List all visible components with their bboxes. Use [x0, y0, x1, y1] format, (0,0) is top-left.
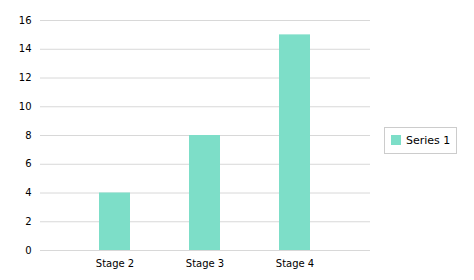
- svg-text:Stage 3: Stage 3: [186, 258, 224, 269]
- svg-text:6: 6: [25, 158, 31, 169]
- html-text:Series 1: Series 1: [406, 133, 451, 147]
- svg-text:14: 14: [19, 43, 32, 54]
- svg-text:4: 4: [25, 187, 31, 198]
- svg-text:0: 0: [25, 245, 31, 256]
- svg-text:Stage 2: Stage 2: [96, 258, 134, 269]
- svg-text:Stage 4: Stage 4: [276, 258, 314, 269]
- svg-text:12: 12: [19, 72, 32, 83]
- svg-text:10: 10: [19, 101, 32, 112]
- svg-text:8: 8: [25, 130, 31, 141]
- svg-text:2: 2: [25, 216, 31, 227]
- svg-text:16: 16: [19, 15, 32, 26]
